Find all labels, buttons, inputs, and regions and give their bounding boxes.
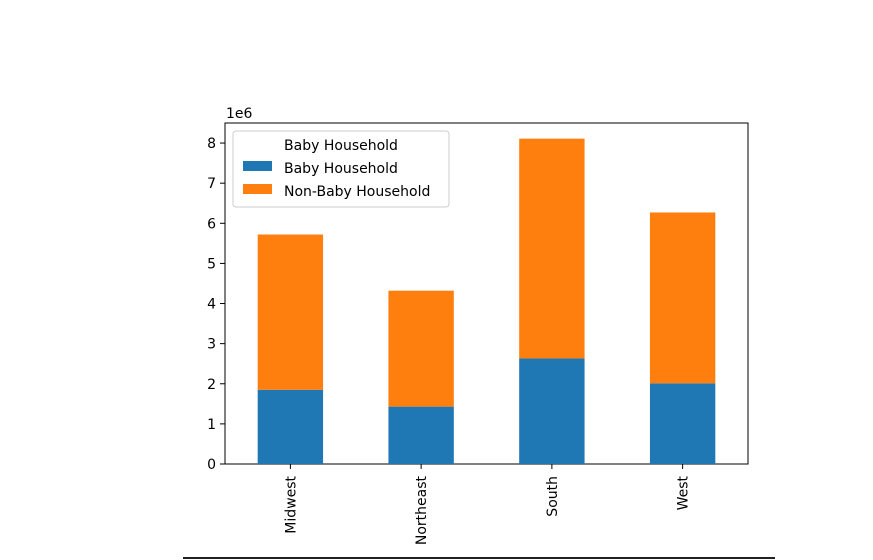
legend-swatch-non-baby [243,184,272,194]
y-tick-label-6: 6 [207,216,216,232]
bar-south-non-baby [519,138,585,359]
bar-northeast-baby [388,406,454,464]
y-tick-label-4: 4 [207,297,216,313]
x-axis: Midwest Northeast South West [283,464,692,545]
plot-frame [224,122,749,465]
y-tick-label-1: 1 [207,417,216,433]
x-tick-label-west: West [676,475,692,510]
bar-northeast-non-baby [388,290,454,407]
bars-group [257,138,716,464]
y-tick-label-3: 3 [207,337,216,353]
legend-title: Baby Household [284,138,398,154]
bar-west-non-baby [649,212,716,384]
legend-swatch-baby [243,161,272,171]
y-offset-label: 1e6 [226,106,253,122]
legend-label-non-baby: Non-Baby Household [284,184,430,200]
bar-midwest-baby [257,389,324,464]
bar-west-baby [649,383,716,464]
bottom-divider [183,557,775,559]
x-tick-label-northeast: Northeast [414,475,430,545]
y-tick-label-0: 0 [207,457,216,473]
legend-label-baby: Baby Household [284,161,398,177]
legend-frame [232,130,450,208]
y-tick-label-5: 5 [207,256,216,272]
y-axis: 0 1 2 3 4 5 6 7 8 [207,136,225,473]
bar-midwest-non-baby [257,234,324,390]
y-tick-label-2: 2 [207,377,216,393]
bar-south-baby [519,358,585,464]
y-tick-label-8: 8 [207,136,216,152]
legend: Baby Household Baby Household Non-Baby H… [232,130,450,208]
y-tick-label-7: 7 [207,176,216,192]
x-tick-label-midwest: Midwest [283,475,299,533]
x-tick-label-south: South [545,476,561,517]
